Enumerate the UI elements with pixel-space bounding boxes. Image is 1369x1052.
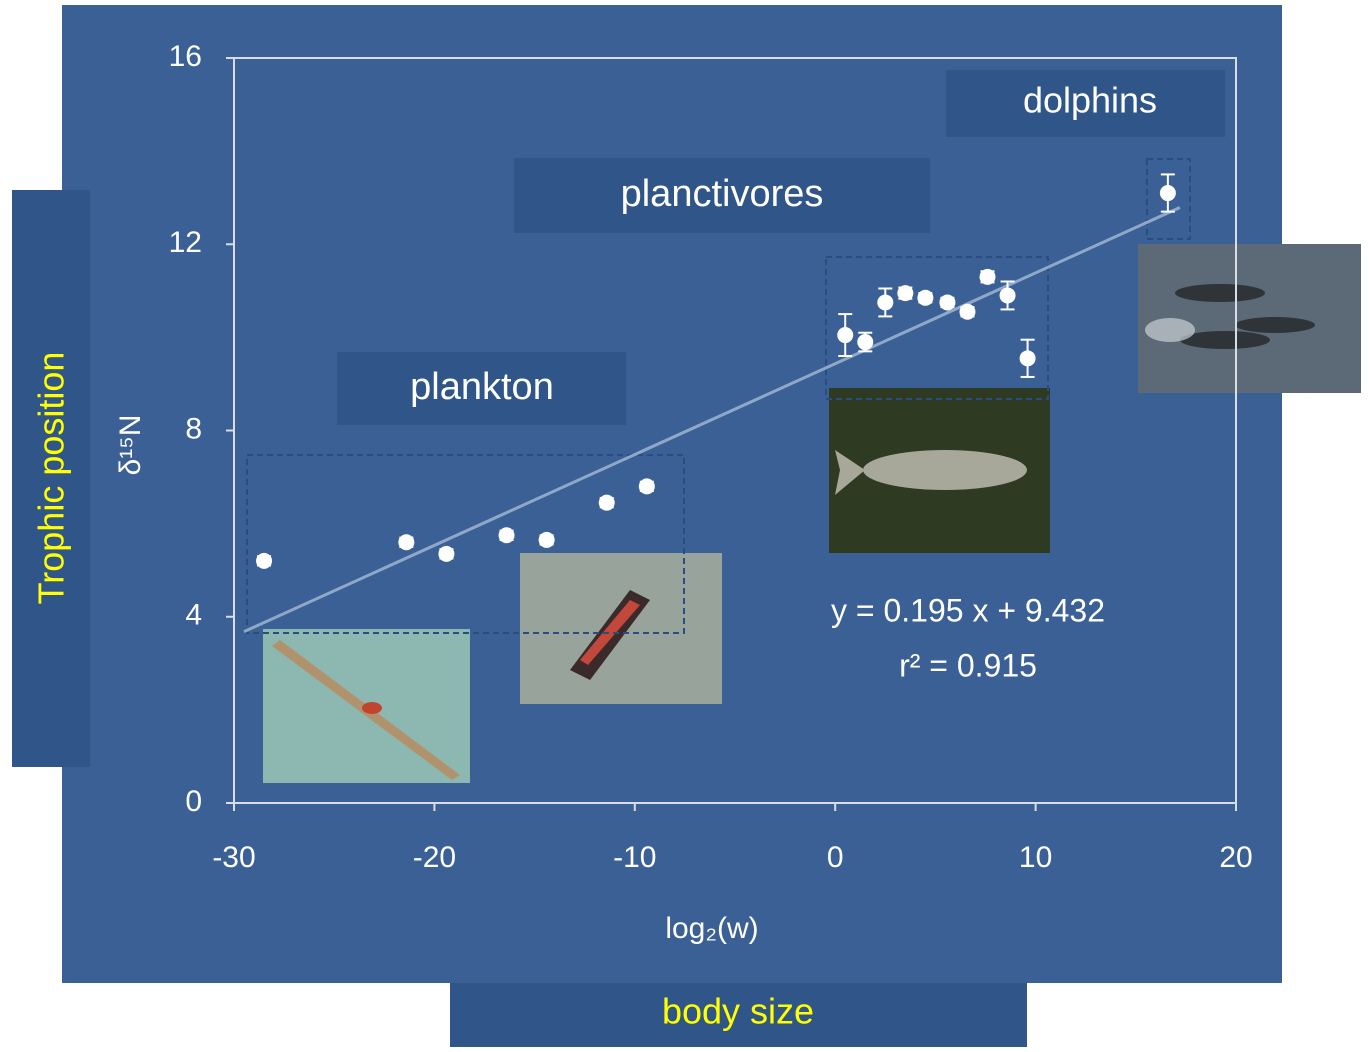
outer-x-label: body size [662, 991, 814, 1032]
label-box [12, 190, 90, 767]
panel [62, 5, 1282, 983]
point [959, 303, 976, 320]
point [837, 327, 854, 344]
point [398, 534, 415, 551]
photo-diatom [263, 629, 470, 783]
r-squared: r² = 0.915 [899, 647, 1037, 683]
equation: y = 0.195 x + 9.432 [831, 592, 1105, 628]
point [256, 552, 273, 569]
x-tick-label: 20 [1219, 841, 1252, 874]
x-tick-label: 0 [827, 841, 844, 874]
group-box [246, 158, 1191, 634]
point [897, 285, 914, 302]
photo-dolphins [1138, 244, 1361, 393]
point [939, 294, 956, 311]
photo-mackerel [829, 388, 1050, 553]
y-axis-label: δ¹⁵N [114, 415, 147, 476]
label-box [337, 352, 626, 425]
y-tick-label: 4 [185, 599, 202, 632]
label-box [450, 983, 1027, 1047]
x-axis-label: log₂(w) [665, 912, 758, 945]
label-box [514, 158, 930, 233]
annotation: dolphins [1023, 80, 1157, 121]
x-tick-label: -20 [413, 841, 456, 874]
point [999, 287, 1016, 304]
point [638, 478, 655, 495]
point [498, 527, 515, 544]
y-tick-label: 16 [169, 40, 202, 73]
x-tick-label: -30 [212, 841, 255, 874]
y-tick-label: 12 [169, 226, 202, 259]
label-box [946, 70, 1225, 137]
x-tick-label: -10 [613, 841, 656, 874]
annotation: planctivores [621, 173, 824, 215]
point [598, 494, 615, 511]
point [1019, 350, 1036, 367]
annotation: plankton [410, 366, 554, 408]
outer-y-label: Trophic position [31, 352, 72, 605]
point [1159, 185, 1176, 202]
point [438, 545, 455, 562]
y-tick-label: 8 [185, 412, 202, 445]
x-tick-label: 10 [1019, 841, 1052, 874]
point [877, 294, 894, 311]
point [538, 531, 555, 548]
point [979, 268, 996, 285]
point [917, 289, 934, 306]
trendline [243, 206, 1181, 634]
y-tick-label: 0 [185, 785, 202, 818]
photo-copepod [520, 553, 722, 704]
point [857, 334, 874, 351]
